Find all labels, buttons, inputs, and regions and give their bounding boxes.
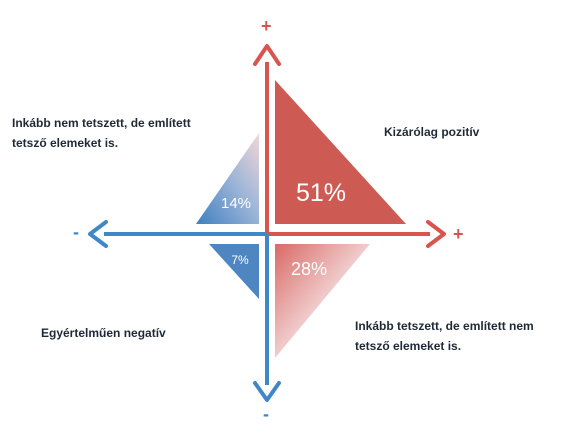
axis-sign-left: - (73, 222, 79, 242)
arrowhead-left (88, 220, 108, 248)
arrowhead-up (253, 44, 281, 66)
label-top-left-line1: Inkább nem tetszett, de említett (12, 116, 191, 130)
axis-sign-bottom: - (263, 404, 269, 424)
arrowhead-down (253, 381, 281, 402)
triangle-bottom-left (209, 244, 259, 299)
label-top-left: Inkább nem tetszett, de említett tetsző … (12, 113, 191, 153)
value-top-right: 51% (296, 179, 346, 207)
axis-sign-right: + (453, 224, 464, 244)
triangle-top-right (275, 80, 406, 224)
value-bottom-right: 28% (291, 259, 327, 279)
value-top-left: 14% (221, 195, 251, 212)
label-top-left-line2: tetsző elemeket is. (12, 136, 119, 150)
value-bottom-left: 7% (231, 253, 249, 267)
label-bottom-right: Inkább tetszett, de említett nem tetsző … (355, 316, 534, 356)
label-bottom-left: Egyértelműen negatív (41, 326, 166, 340)
label-top-right: Kizárólag pozitív (384, 125, 480, 139)
axis-sign-top: + (261, 16, 272, 36)
triangle-top-left (196, 133, 259, 224)
triangle-bottom-right (275, 244, 370, 358)
label-bottom-right-line1: Inkább tetszett, de említett nem (355, 319, 534, 333)
label-bottom-right-line2: tetsző elemeket is. (355, 339, 462, 353)
arrowhead-right (426, 220, 446, 248)
